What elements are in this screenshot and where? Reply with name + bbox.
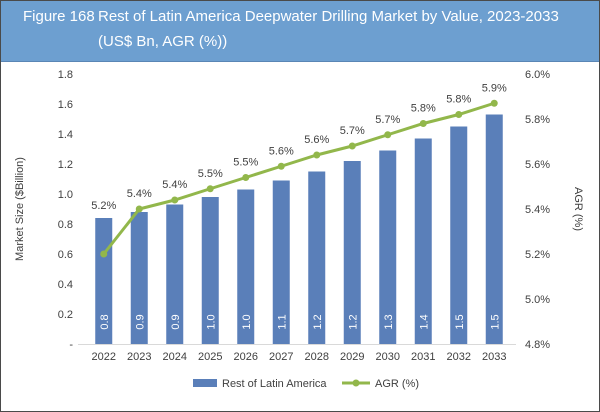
bar: [237, 189, 255, 344]
y-axis-title: Market Size ($Billion): [14, 157, 26, 261]
agr-line: [102, 101, 495, 255]
bar-data-label: 1.2: [312, 314, 324, 329]
y2-tick-label: 5.8%: [525, 114, 550, 126]
agr-data-label: 5.2%: [91, 200, 116, 212]
agr-data-label: 5.8%: [411, 103, 436, 115]
x-tick-label: 2023: [127, 351, 151, 363]
bar: [450, 126, 468, 344]
agr-point: [419, 120, 427, 127]
y-tick-label: -: [69, 339, 73, 351]
bar: [343, 161, 361, 344]
bar-data-label: 1.5: [454, 314, 466, 329]
agr-point: [384, 131, 392, 139]
x-tick-label: 2022: [92, 351, 116, 363]
x-tick-label: 2029: [340, 351, 364, 363]
y2-tick-label: 5.6%: [525, 159, 550, 171]
bar: [201, 197, 219, 344]
y2-tick-label: 6.0%: [525, 69, 550, 81]
legend-line-label: AGR (%): [375, 378, 419, 390]
agr-point: [206, 185, 214, 193]
bar-data-label: 1.0: [241, 314, 253, 329]
agr-data-label: 5.7%: [340, 125, 365, 137]
y-tick-label: 1.6: [58, 99, 73, 111]
agr-point: [348, 142, 356, 150]
agr-point: [313, 151, 321, 159]
x-tick-label: 2033: [482, 351, 506, 363]
agr-point: [455, 111, 463, 118]
agr-data-label: 5.5%: [198, 168, 223, 180]
agr-point: [135, 205, 143, 213]
y2-tick-label: 5.0%: [525, 294, 550, 306]
agr-data-label: 5.9%: [482, 82, 507, 94]
agr-data-label: 5.7%: [375, 114, 400, 126]
agr-point: [277, 162, 285, 170]
bar-data-label: 1.4: [418, 314, 430, 329]
figure-title: Rest of Latin America Deepwater Drilling…: [98, 8, 559, 50]
agr-data-label: 5.5%: [233, 157, 258, 169]
agr-point: [490, 99, 498, 107]
bar-data-label: 0.8: [99, 314, 111, 329]
y2-tick-label: 5.2%: [525, 249, 550, 261]
figure-header: Figure 168 Rest of Latin America Deepwat…: [1, 1, 599, 62]
bar: [414, 138, 432, 344]
x-tick-label: 2024: [163, 351, 187, 363]
y2-tick-label: 4.8%: [525, 339, 550, 351]
agr-data-label: 5.4%: [162, 179, 187, 191]
bar: [379, 150, 397, 344]
y2-axis-title: AGR (%): [572, 187, 584, 231]
agr-point: [171, 196, 179, 204]
bar-data-label: 0.9: [134, 314, 146, 329]
y-tick-label: 0.6: [58, 249, 73, 261]
x-tick-label: 2028: [305, 351, 329, 363]
y-tick-label: 0.8: [58, 219, 73, 231]
y-tick-label: 0.4: [58, 279, 73, 291]
y-tick-label: 1.8: [58, 69, 73, 81]
bar-data-label: 0.9: [170, 314, 182, 329]
agr-point: [242, 174, 250, 181]
y-tick-label: 1.2: [58, 159, 73, 171]
x-tick-label: 2032: [447, 351, 471, 363]
bar-data-label: 1.0: [205, 314, 217, 329]
bar: [485, 114, 503, 344]
x-tick-label: 2025: [198, 351, 222, 363]
x-tick-label: 2026: [234, 351, 258, 363]
bar: [166, 204, 184, 344]
y-tick-label: 0.2: [58, 309, 73, 321]
y-tick-label: 1.0: [58, 189, 73, 201]
bar: [130, 212, 148, 344]
legend-bar-label: Rest of Latin America: [222, 378, 327, 390]
figure-label: Figure 168: [23, 8, 95, 25]
agr-data-label: 5.4%: [127, 188, 152, 200]
bar: [308, 171, 326, 344]
agr-point: [100, 250, 108, 258]
bar: [272, 180, 290, 344]
agr-data-label: 5.8%: [446, 94, 471, 106]
legend-line-marker: [352, 379, 360, 387]
x-tick-label: 2027: [269, 351, 293, 363]
bar-data-label: 1.5: [489, 314, 501, 329]
y2-tick-label: 5.4%: [525, 204, 550, 216]
y-tick-label: 1.4: [58, 129, 73, 141]
legend-bar-swatch: [193, 379, 217, 387]
bar-data-label: 1.1: [276, 314, 288, 329]
bar-data-label: 1.2: [347, 314, 359, 329]
bar-data-label: 1.3: [383, 314, 395, 329]
x-tick-label: 2031: [411, 351, 435, 363]
agr-data-label: 5.6%: [304, 134, 329, 146]
agr-data-label: 5.6%: [269, 145, 294, 157]
x-tick-label: 2030: [376, 351, 400, 363]
